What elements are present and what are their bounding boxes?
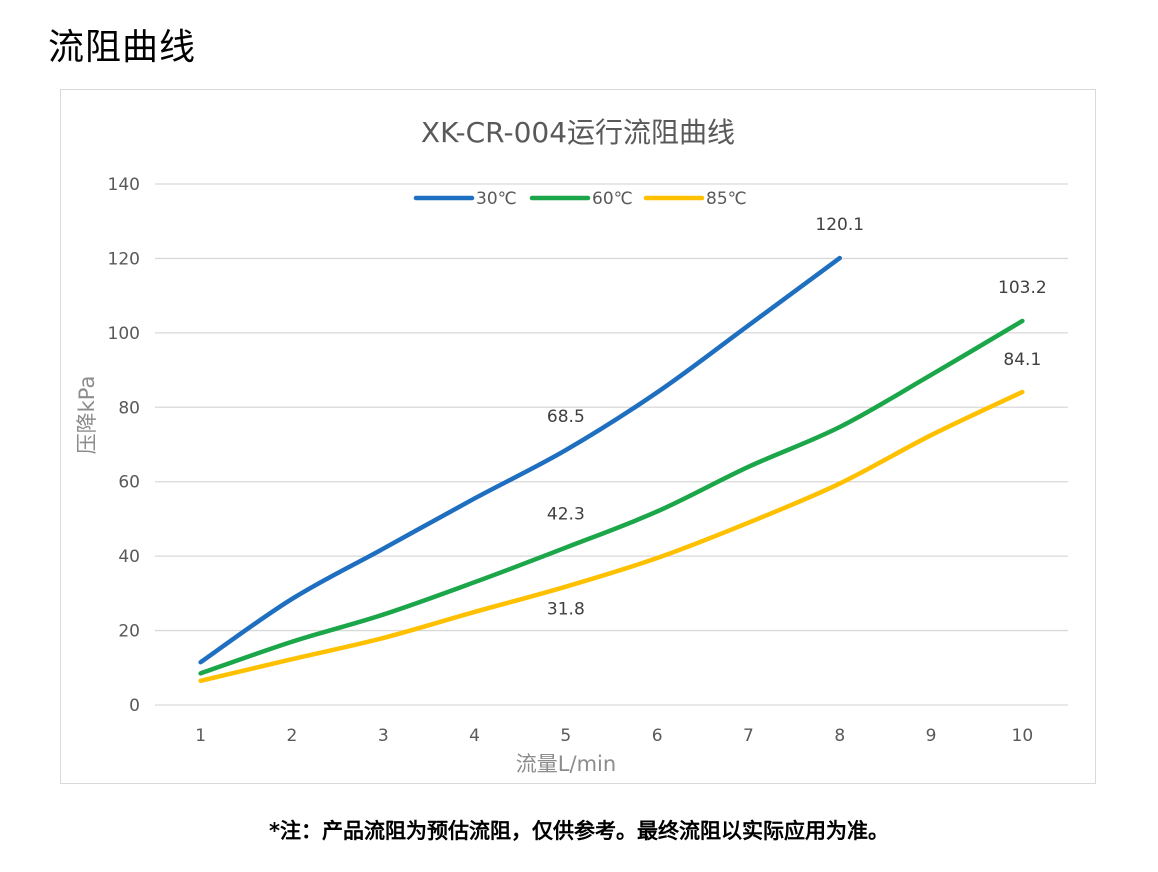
- page-title: 流阻曲线: [48, 27, 197, 68]
- x-tick-label: 5: [560, 726, 571, 746]
- y-tick-label: 20: [118, 622, 140, 642]
- y-tick-label: 140: [108, 175, 140, 195]
- data-label: 42.3: [547, 505, 585, 525]
- y-tick-label: 60: [118, 473, 140, 493]
- series-line-0: [198, 255, 842, 665]
- x-tick-label: 3: [378, 726, 389, 746]
- legend-label: 85℃: [706, 189, 747, 209]
- x-tick-label: 9: [926, 726, 937, 746]
- y-tick-label: 0: [129, 696, 140, 716]
- footnote: *注：产品流阻为预估流阻，仅供参考。最终流阻以实际应用为准。: [269, 819, 889, 843]
- data-label: 120.1: [815, 215, 864, 235]
- y-tick-label: 80: [118, 398, 140, 418]
- chart-title: XK-CR-004运行流阻曲线: [421, 116, 735, 149]
- x-tick-label: 6: [652, 726, 663, 746]
- legend-label: 30℃: [476, 189, 517, 209]
- chart-frame: [60, 89, 1096, 784]
- x-tick-label: 8: [834, 726, 845, 746]
- x-tick-label: 2: [287, 726, 298, 746]
- y-tick-label: 100: [108, 324, 140, 344]
- y-axis-title: 压降kPa: [75, 376, 99, 455]
- x-axis-title: 流量L/min: [516, 752, 616, 776]
- series-line-1: [198, 318, 1025, 676]
- x-tick-label: 1: [195, 726, 206, 746]
- y-tick-label: 40: [118, 547, 140, 567]
- y-tick-label: 120: [108, 249, 140, 269]
- data-label: 103.2: [998, 278, 1047, 298]
- line-chart: XK-CR-004运行流阻曲线 0 20 40 60 80 100 120 140 1 2 3 4 5 6 7…: [75, 116, 1068, 776]
- data-label: 31.8: [547, 600, 585, 620]
- x-tick-label: 10: [1012, 726, 1034, 746]
- data-label: 84.1: [1003, 350, 1041, 370]
- x-tick-label: 4: [469, 726, 480, 746]
- x-tick-label: 7: [743, 726, 754, 746]
- legend-label: 60℃: [592, 189, 633, 209]
- data-label: 68.5: [547, 407, 585, 427]
- series-line-2: [198, 389, 1025, 684]
